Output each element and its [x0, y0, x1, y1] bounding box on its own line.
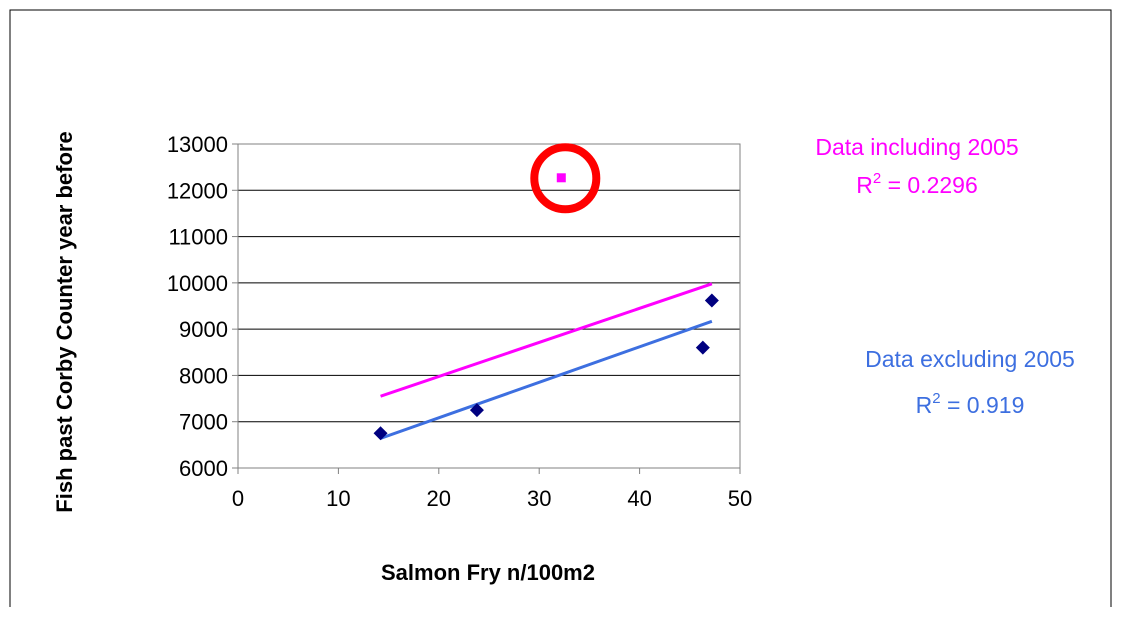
- y-tick-labels: 6000 7000 8000 9000 10000 11000 12000 13000: [167, 132, 228, 481]
- y-tick-label: 10000: [167, 271, 228, 296]
- gridlines: [232, 143, 741, 474]
- outlier-highlight-circle: [530, 143, 601, 214]
- trendlines: [380, 282, 713, 440]
- annotation-excluding-r2-label: R: [916, 392, 933, 418]
- data-point-square: [556, 173, 566, 183]
- data-point-diamond: [373, 426, 388, 441]
- x-tick-label: 50: [728, 486, 752, 511]
- y-tick-label: 7000: [179, 410, 228, 435]
- plot-frame: [237, 143, 741, 469]
- y-tick-label: 13000: [167, 132, 228, 157]
- x-axis-title: Salmon Fry n/100m2: [381, 560, 595, 585]
- y-tick-label: 9000: [179, 317, 228, 342]
- y-tick-label: 11000: [168, 225, 228, 250]
- annotation-including-r2-value: = 0.2296: [881, 172, 978, 198]
- x-tick-label: 10: [326, 486, 350, 511]
- trendline-excluding-2005: [380, 319, 713, 440]
- annotation-including-r2-label: R: [856, 172, 873, 198]
- data-points: [373, 173, 719, 441]
- chart-border: [9, 9, 1112, 607]
- data-point-diamond: [704, 293, 719, 308]
- y-tick-label: 8000: [179, 363, 228, 388]
- x-tick-label: 20: [427, 486, 451, 511]
- y-axis-title: Fish past Corby Counter year before: [52, 131, 77, 512]
- y-tick-label: 12000: [167, 178, 228, 203]
- highlight-layer: [530, 143, 601, 214]
- annotation-including-r2: R2 = 0.2296: [856, 170, 978, 198]
- annotation-excluding-r2-value: = 0.919: [941, 392, 1025, 418]
- annotation-including-title: Data including 2005: [815, 134, 1018, 160]
- x-tick-labels: 0 10 20 30 40 50: [232, 486, 752, 511]
- x-tick-label: 30: [527, 486, 551, 511]
- data-point-diamond: [469, 403, 484, 418]
- annotation-including-r2-sup: 2: [873, 170, 881, 187]
- y-tick-label: 6000: [179, 456, 228, 481]
- annotation-excluding-title: Data excluding 2005: [865, 346, 1075, 372]
- data-point-diamond: [695, 340, 710, 355]
- x-tick-label: 40: [627, 486, 651, 511]
- annotation-excluding-r2: R2 = 0.919: [916, 390, 1025, 418]
- x-tick-label: 0: [232, 486, 244, 511]
- trendline-including-2005: [380, 282, 713, 398]
- annotation-excluding-r2-sup: 2: [932, 390, 940, 407]
